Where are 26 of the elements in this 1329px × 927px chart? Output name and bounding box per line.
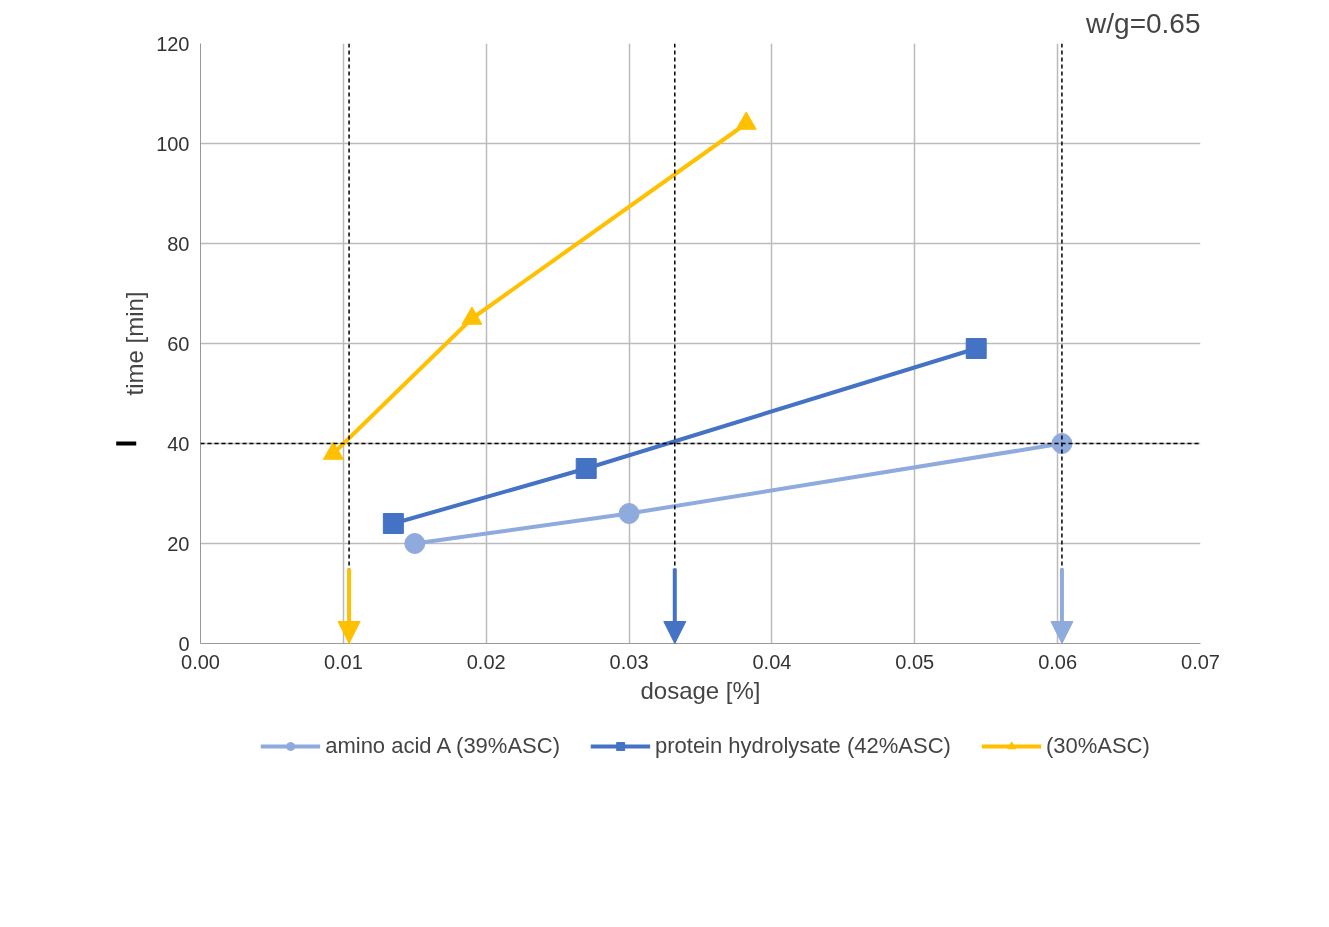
y-tick-label: 80 bbox=[167, 232, 190, 255]
point bbox=[575, 458, 597, 479]
point bbox=[618, 503, 640, 524]
y-tick-label: 40 bbox=[167, 432, 190, 455]
legend-label: protein hydrolysate (42%ASC) bbox=[654, 733, 951, 759]
x-tick-label: 0.06 bbox=[1038, 650, 1078, 673]
point bbox=[461, 306, 483, 325]
y-tick-label: 60 bbox=[167, 332, 190, 355]
y-tick-label: 20 bbox=[167, 532, 190, 555]
point bbox=[735, 111, 757, 130]
x-tick-label: 0.03 bbox=[609, 650, 649, 673]
text: w/g=0.65 bbox=[1085, 7, 1201, 39]
x-tick-label: 0.07 bbox=[1181, 650, 1220, 673]
x-tick-label: 0.05 bbox=[895, 650, 935, 673]
x-tick-label: 0.02 bbox=[466, 650, 506, 673]
y-tick-label: 120 bbox=[156, 32, 190, 55]
point bbox=[965, 338, 987, 359]
legend-label: (30%ASC) bbox=[1045, 733, 1150, 759]
x-tick-label: 0.04 bbox=[752, 650, 792, 673]
y-axis-title: time [min] bbox=[121, 291, 149, 396]
y-tick-label: 100 bbox=[156, 132, 190, 155]
legend-label: amino acid A (39%ASC) bbox=[325, 733, 560, 759]
point bbox=[404, 533, 426, 554]
point bbox=[382, 513, 404, 534]
x-tick-label: 0.01 bbox=[323, 650, 363, 673]
x-axis-title: dosage [%] bbox=[640, 676, 761, 704]
